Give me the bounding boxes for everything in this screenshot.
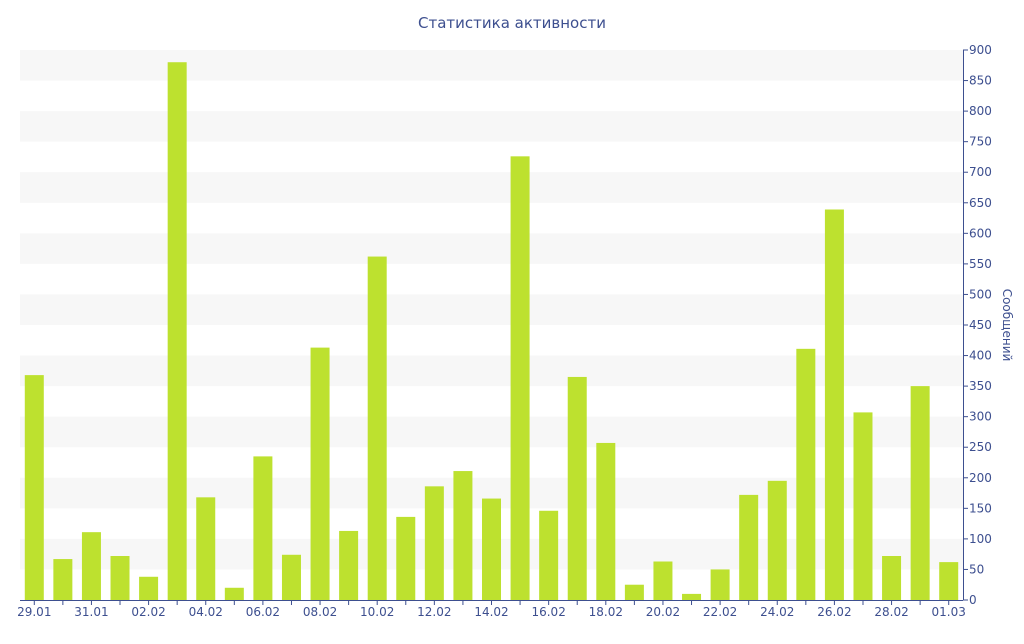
x-tick-label: 01.03 [932,605,966,619]
y-tick-label: 900 [969,43,992,57]
bar [253,456,273,600]
bar [339,530,359,600]
x-tick-label: 22.02 [703,605,737,619]
grid-band [20,294,963,325]
bar [167,62,187,601]
bar [24,375,44,600]
bar [824,209,844,600]
bar [510,156,530,600]
y-tick-label: 550 [969,257,992,271]
x-tick-label: 24.02 [760,605,794,619]
x-tick-label: 14.02 [474,605,508,619]
bar [853,412,873,600]
y-tick-label: 400 [969,349,992,363]
x-tick-label: 06.02 [246,605,280,619]
y-tick-label: 600 [969,226,992,240]
bar [939,562,959,600]
bar [567,376,587,600]
y-tick-label: 350 [969,379,992,393]
grid-band [20,111,963,142]
bar [310,347,330,600]
bar [81,532,101,600]
chart-title: Статистика активности [418,14,606,32]
x-tick-label: 10.02 [360,605,394,619]
y-axis-label: Сообщений [1000,289,1014,362]
x-tick-label: 18.02 [589,605,623,619]
y-tick-label: 750 [969,135,992,149]
bar [482,498,501,600]
bar [882,556,902,600]
x-tick-label: 28.02 [874,605,908,619]
y-tick-label: 250 [969,440,992,454]
x-tick-label: 31.01 [74,605,108,619]
bar [539,510,559,600]
grid-band [20,172,963,203]
x-axis: 29.01 31.01 02.02 04.02 06.02 08.02 10.02 12.02… [17,600,966,619]
x-tick-label: 08.02 [303,605,337,619]
x-tick-label: 29.01 [17,605,51,619]
y-tick-label: 150 [969,501,992,515]
y-tick-label: 200 [969,471,992,485]
grid-band [20,50,963,81]
y-tick-label: 100 [969,532,992,546]
bar [196,497,216,600]
bar [624,584,644,600]
x-tick-label: 12.02 [417,605,451,619]
y-tick-label: 500 [969,287,992,301]
bar [424,486,444,600]
bar [767,480,787,600]
y-tick-label: 300 [969,410,992,424]
bar [453,471,473,600]
x-tick-label: 16.02 [531,605,565,619]
bar [653,561,673,600]
x-tick-label: 04.02 [189,605,223,619]
grid-band [20,416,963,448]
grid-bands [20,50,963,570]
y-axis: 0 50 100 150 200 250 300 350 400 450 500 550 600 650 7… [963,43,992,607]
y-tick-label: 650 [969,196,992,210]
bar [367,256,387,600]
y-tick-label: 0 [969,593,977,607]
bar [710,569,730,600]
bar-series [24,62,959,601]
grid-band [20,355,963,387]
y-tick-label: 700 [969,165,992,179]
bar [224,587,244,600]
bar [139,576,159,600]
bar [682,593,702,600]
bar [53,559,73,600]
bar [739,494,759,600]
y-tick-label: 450 [969,318,992,332]
y-tick-label: 850 [969,74,992,88]
bar [910,386,930,600]
x-tick-label: 02.02 [131,605,165,619]
grid-band [20,233,963,264]
y-tick-label: 800 [969,104,992,118]
x-tick-label: 26.02 [817,605,851,619]
y-tick-label: 50 [969,562,984,576]
x-tick-label: 20.02 [646,605,680,619]
bar [110,556,130,600]
bar [596,442,616,600]
bar [396,516,416,600]
bar [796,348,816,600]
bar [281,554,301,600]
